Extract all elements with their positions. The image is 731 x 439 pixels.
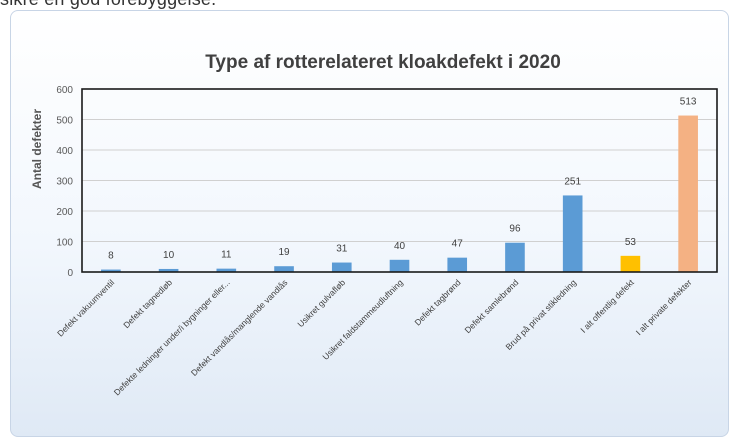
bar-data-label: 40 [394, 241, 406, 252]
y-tick-label: 300 [56, 177, 73, 188]
bar-data-label: 31 [336, 244, 348, 255]
plot-area-border [81, 88, 718, 273]
x-tick-label: Defekt vandlås/manglende vandlås [189, 277, 290, 378]
bar-data-label: 8 [108, 251, 114, 262]
x-tick-label: Defekt samlebrønd [463, 277, 521, 335]
bar [678, 115, 698, 272]
data-labels: 8 10 11 19 31 40 47 96 251 53 513 [108, 97, 697, 262]
y-tick-label: 200 [56, 207, 73, 218]
y-tick-label: 0 [67, 268, 73, 279]
chart-title: Type af rotterelateret kloakdefekt i 202… [205, 52, 561, 73]
bar [620, 255, 641, 272]
x-tick-labels: Defekt vakuumventil Defekt tagnedløbDefek… [55, 277, 694, 397]
y-tick-label: 600 [56, 85, 73, 96]
bar [101, 269, 121, 272]
y-axis-label: Antal defekter [30, 109, 44, 189]
bar-data-label: 11 [221, 250, 232, 261]
y-tick-label: 400 [56, 146, 73, 157]
x-tick-label: Defekte ledninger under/i bygninger elle… [112, 277, 232, 397]
y-tick-label: 100 [56, 238, 73, 249]
y-tick-label: 500 [56, 116, 73, 127]
chart-container: Type af rotterelateret kloakdefekt i 202… [10, 10, 729, 437]
document-text-fragment: sikre en god forebyggelse. [0, 0, 216, 10]
bar-chart: Type af rotterelateret kloakdefekt i 202… [30, 52, 718, 397]
bar [274, 266, 294, 272]
bar-data-label: 19 [278, 247, 290, 258]
bar [505, 242, 525, 272]
bar [447, 257, 468, 272]
x-tick-label: Defekt tagnedløb [121, 277, 174, 330]
x-tick-label: I alt offentlig defekt [578, 277, 636, 335]
x-tick-label: Defekt vakuumventil [55, 277, 116, 338]
bar [331, 262, 352, 272]
bars [101, 115, 698, 272]
bar-data-label: 96 [509, 224, 521, 235]
bar-data-label: 53 [625, 237, 637, 248]
bar-data-label: 251 [564, 176, 581, 187]
bar [389, 259, 410, 272]
bar-data-label: 10 [163, 250, 175, 261]
bar [562, 195, 583, 272]
bar [216, 268, 237, 272]
x-tick-label: Defekt tagbrønd [412, 277, 462, 327]
bar-data-label: 47 [452, 239, 464, 250]
x-tick-label: Usikret gulvafløb [295, 277, 347, 329]
x-tick-label: I alt private defekter [634, 277, 694, 337]
bar [158, 268, 179, 272]
y-tick-labels: 0 100 200 300 400 500 600 [56, 85, 73, 279]
bar-data-label: 513 [680, 97, 697, 108]
